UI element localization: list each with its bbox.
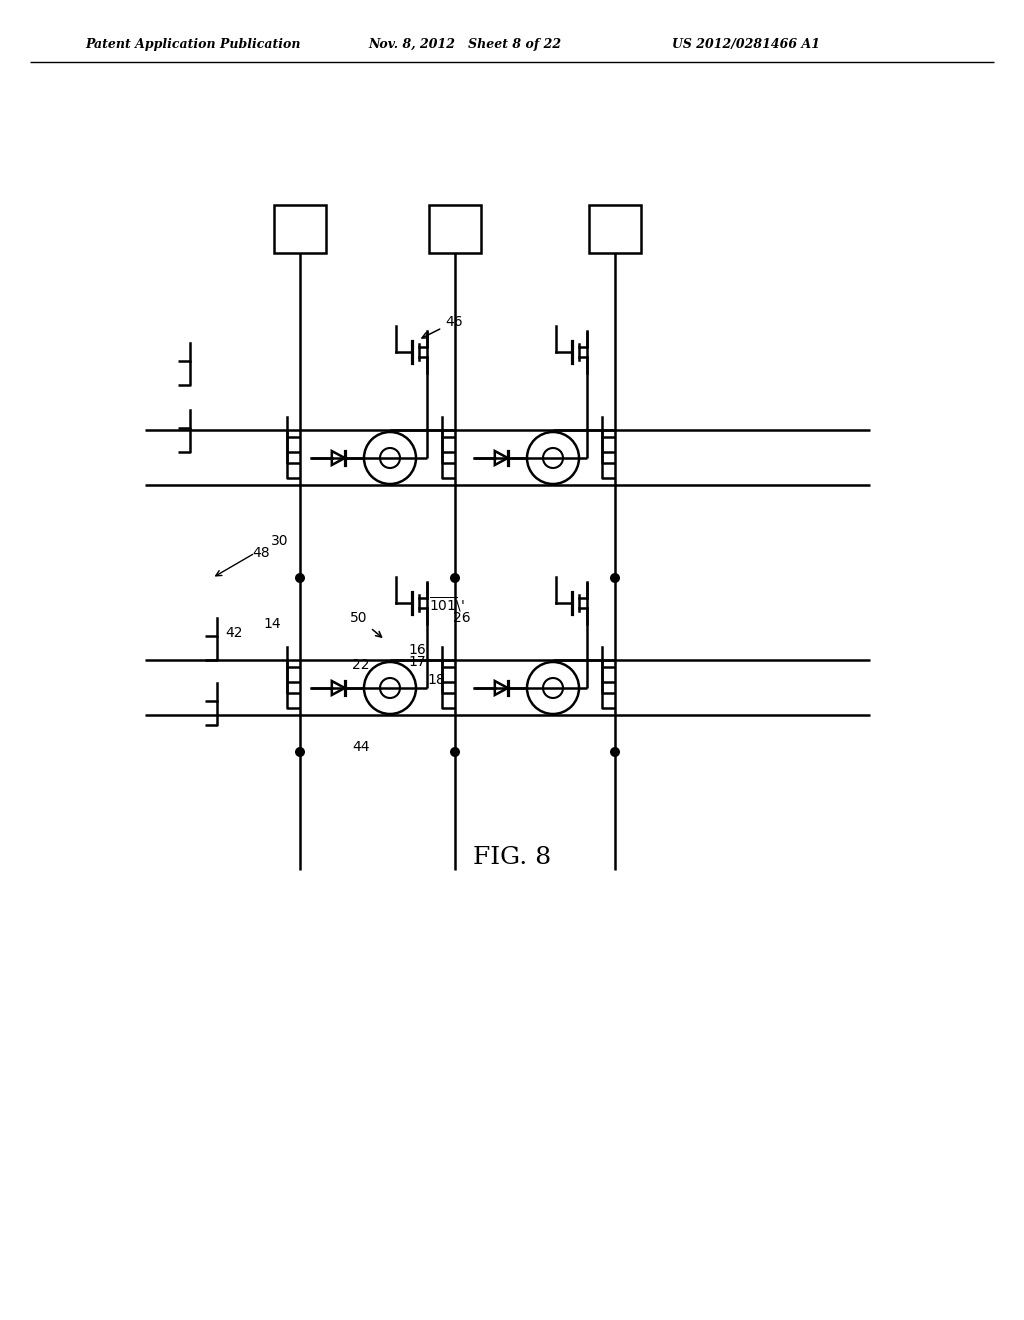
Text: 14: 14 xyxy=(263,616,281,631)
Bar xyxy=(589,205,641,253)
Text: 22: 22 xyxy=(352,657,370,672)
Text: 16: 16 xyxy=(408,643,426,657)
Circle shape xyxy=(364,663,416,714)
Text: 48: 48 xyxy=(252,546,269,560)
Text: 44: 44 xyxy=(352,741,370,754)
Text: 50: 50 xyxy=(350,611,382,638)
Text: 30: 30 xyxy=(271,535,289,548)
Text: $\overline{101}$\': $\overline{101}$\' xyxy=(429,595,465,614)
Text: US 2012/0281466 A1: US 2012/0281466 A1 xyxy=(672,38,820,51)
Text: 18: 18 xyxy=(427,673,444,686)
Text: 46: 46 xyxy=(422,315,463,338)
Circle shape xyxy=(610,573,620,583)
Bar xyxy=(274,205,326,253)
Circle shape xyxy=(527,432,579,484)
Circle shape xyxy=(295,747,305,756)
Circle shape xyxy=(364,432,416,484)
Circle shape xyxy=(450,747,460,756)
Circle shape xyxy=(610,747,620,756)
Text: Patent Application Publication: Patent Application Publication xyxy=(85,38,300,51)
Text: 42: 42 xyxy=(225,626,243,640)
Bar xyxy=(429,205,481,253)
Circle shape xyxy=(380,678,400,698)
Text: 17: 17 xyxy=(408,655,426,669)
Circle shape xyxy=(295,573,305,583)
Circle shape xyxy=(527,663,579,714)
Text: 26: 26 xyxy=(453,611,471,624)
Circle shape xyxy=(380,447,400,469)
Circle shape xyxy=(543,678,563,698)
Text: FIG. 8: FIG. 8 xyxy=(473,846,551,870)
Circle shape xyxy=(450,573,460,583)
Circle shape xyxy=(543,447,563,469)
Text: Nov. 8, 2012   Sheet 8 of 22: Nov. 8, 2012 Sheet 8 of 22 xyxy=(368,38,561,51)
